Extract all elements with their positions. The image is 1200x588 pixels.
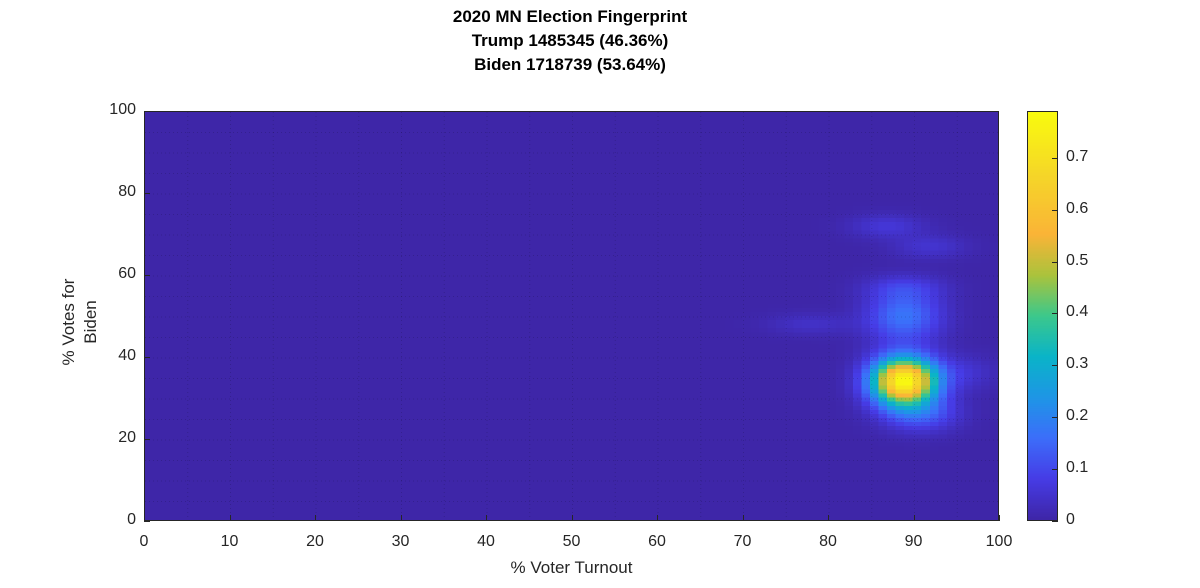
y-tick xyxy=(144,439,150,440)
x-tick-label: 10 xyxy=(220,533,239,550)
y-tick-label: 0 xyxy=(127,511,136,528)
x-tick-label: 60 xyxy=(648,533,666,550)
x-tick xyxy=(486,515,487,521)
colorbar xyxy=(1027,111,1058,521)
x-tick-label: 50 xyxy=(562,533,581,550)
x-tick xyxy=(571,515,573,521)
y-tick xyxy=(144,521,150,522)
grid-lines xyxy=(145,112,998,520)
colorbar-tick-label: 0.4 xyxy=(1066,303,1089,321)
x-tick-label: 0 xyxy=(139,533,149,550)
y-tick-label: 60 xyxy=(118,265,136,282)
y-tick xyxy=(144,111,150,112)
x-tick-label: 100 xyxy=(985,533,1013,550)
colorbar-tick-label: 0.1 xyxy=(1066,459,1089,477)
colorbar-tick-label: 0.7 xyxy=(1066,147,1089,165)
x-tick xyxy=(742,515,744,521)
x-tick-label: 70 xyxy=(733,533,752,550)
heatmap-canvas xyxy=(145,112,998,520)
y-tick-label: 100 xyxy=(109,101,136,118)
y-tick-label: 80 xyxy=(118,183,136,200)
colorbar-tick-label: 0.2 xyxy=(1066,407,1089,425)
chart-title-line-1: 2020 MN Election Fingerprint xyxy=(452,7,688,26)
y-tick xyxy=(144,357,150,358)
colorbar-tick xyxy=(1052,313,1058,315)
y-tick-label: 40 xyxy=(118,347,136,364)
colorbar-tick xyxy=(1052,209,1058,211)
y-tick xyxy=(144,193,150,194)
y-axis-label-line-2: Biden xyxy=(81,300,100,344)
heatmap-plot-area xyxy=(144,111,999,521)
x-tick xyxy=(144,515,145,521)
colorbar-tick-label: 0.5 xyxy=(1066,251,1089,269)
y-axis-label: % Votes for Biden xyxy=(58,202,102,442)
colorbar-tick-label: 0 xyxy=(1066,511,1075,528)
colorbar-tick xyxy=(1052,261,1058,263)
colorbar-tick xyxy=(1052,365,1058,367)
x-tick-label: 90 xyxy=(904,533,923,550)
x-tick-label: 40 xyxy=(477,533,495,550)
colorbar-gradient xyxy=(1028,112,1057,520)
chart-title-line-2: Trump 1485345 (46.36%) xyxy=(471,31,669,50)
colorbar-tick xyxy=(1052,469,1058,471)
x-tick xyxy=(315,515,316,521)
x-tick xyxy=(229,515,231,521)
y-axis-label-line-1: % Votes for xyxy=(59,278,78,366)
x-tick xyxy=(657,515,658,521)
colorbar-tick xyxy=(1052,157,1058,159)
x-tick-label: 30 xyxy=(391,533,410,550)
x-tick-label: 80 xyxy=(819,533,837,550)
y-tick xyxy=(144,275,150,276)
x-axis-label: % Voter Turnout xyxy=(510,558,633,577)
chart-title-line-3: Biden 1718739 (53.64%) xyxy=(474,55,666,74)
x-tick xyxy=(828,515,829,521)
x-tick-label: 20 xyxy=(306,533,324,550)
x-tick xyxy=(913,515,915,521)
x-tick xyxy=(400,515,402,521)
x-tick xyxy=(999,515,1000,521)
colorbar-tick xyxy=(1052,417,1058,419)
colorbar-tick-label: 0.6 xyxy=(1066,199,1089,217)
y-tick-label: 20 xyxy=(118,429,136,446)
colorbar-tick xyxy=(1052,521,1058,522)
colorbar-tick-label: 0.3 xyxy=(1066,355,1089,373)
